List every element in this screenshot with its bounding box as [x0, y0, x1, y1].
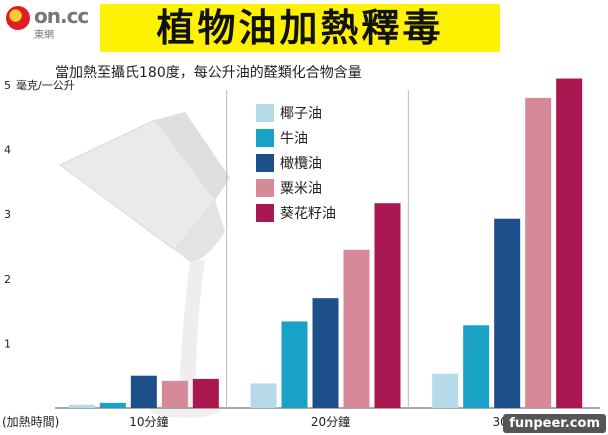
legend-swatch	[256, 104, 274, 122]
bar	[374, 203, 401, 408]
watermark: funpeer.com	[503, 414, 606, 433]
bar	[192, 378, 219, 408]
y-tick-label: 4	[4, 144, 11, 157]
y-tick-label: 2	[4, 273, 11, 286]
x-axis-label: (加熱時間)	[2, 415, 59, 429]
bar	[556, 78, 583, 408]
legend-swatch	[256, 204, 274, 222]
legend-label: 粟米油	[280, 181, 322, 197]
bar	[281, 321, 308, 408]
y-tick-label: 3	[4, 208, 11, 221]
bar	[343, 249, 370, 408]
bar	[68, 404, 95, 408]
logo-text: on.cc	[34, 4, 89, 28]
x-tick-label: 10分鐘	[129, 414, 168, 429]
logo-circle-icon	[6, 6, 30, 30]
oncc-logo: on.cc 東網	[4, 4, 94, 44]
y-tick-label: 1	[4, 337, 11, 350]
x-tick-label: 20分鐘	[311, 414, 350, 429]
chart-subtitle: 當加熱至攝氏180度，每公升油的醛類化合物含量	[55, 65, 362, 81]
bar	[250, 383, 277, 408]
legend-swatch	[256, 154, 274, 172]
bar	[432, 373, 459, 408]
oil-bottle-illustration	[59, 112, 230, 418]
page-title: 植物油加熱釋毒	[100, 4, 500, 52]
bar	[130, 375, 157, 408]
legend-label: 椰子油	[280, 106, 322, 122]
bar	[161, 380, 188, 408]
legend-label: 葵花籽油	[280, 206, 336, 222]
bar	[525, 97, 552, 409]
legend-label: 牛油	[280, 131, 308, 147]
bar	[312, 298, 339, 408]
legend-swatch	[256, 129, 274, 147]
y-axis-unit-label: 毫克/一公升	[16, 78, 75, 92]
logo-subtext: 東網	[34, 30, 54, 41]
y-tick-label: 5	[4, 79, 11, 92]
bar	[99, 402, 126, 408]
bar	[494, 218, 521, 408]
legend-label: 橄欖油	[280, 156, 322, 172]
legend-swatch	[256, 179, 274, 197]
bar	[463, 325, 490, 408]
